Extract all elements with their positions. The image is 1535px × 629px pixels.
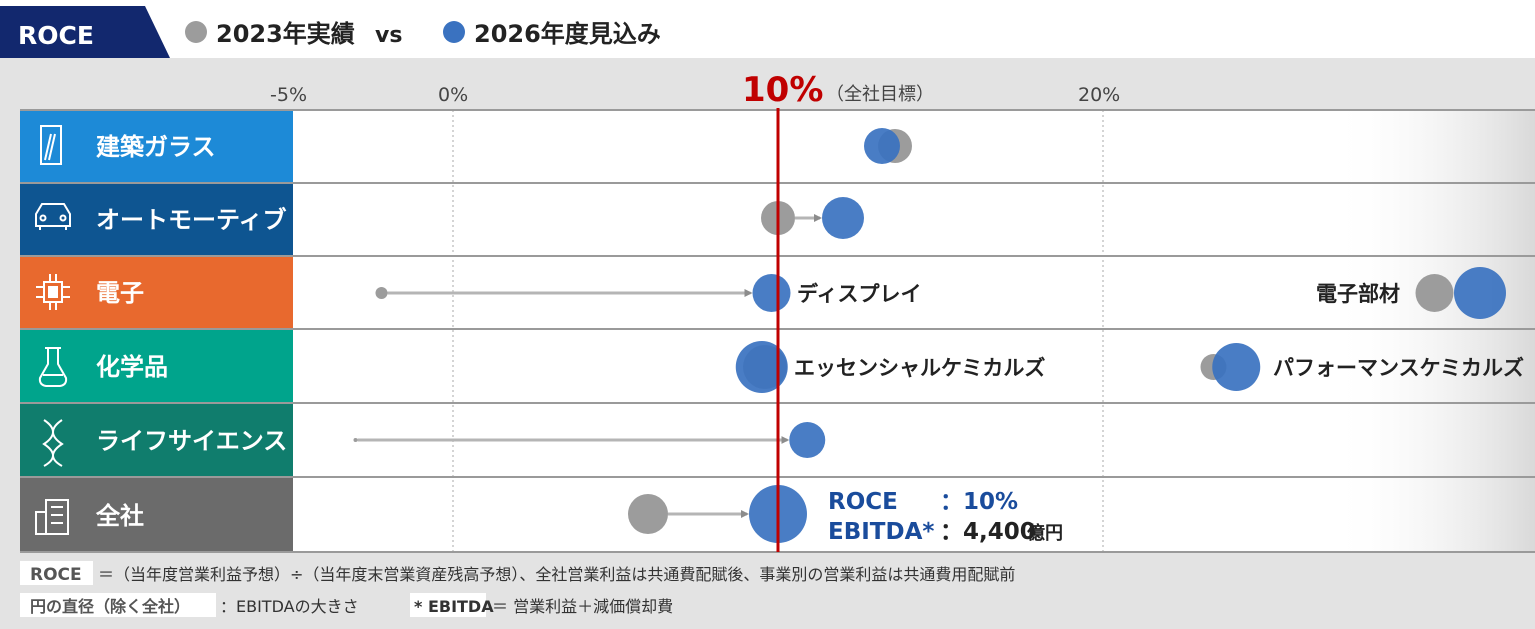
footnote-ebitda-tag: * EBITDA xyxy=(414,597,494,616)
flask-icon xyxy=(38,347,68,387)
point-label-performance-chemicals: パフォーマンスケミカルズ xyxy=(1273,356,1524,380)
point-2026-6 xyxy=(789,422,826,458)
target-caption: （全社目標） xyxy=(826,84,934,105)
footnote-roce-text: ＝（当年度営業利益予想）÷（当年度末営業資産残高予想）、全社営業利益は共通費配賦… xyxy=(98,565,1015,584)
point-2023-6 xyxy=(353,438,358,442)
point-2026-3 xyxy=(1454,267,1506,319)
roce-tag-shape xyxy=(0,6,170,58)
plot-fade xyxy=(1330,110,1535,552)
target-value-label: 10% xyxy=(742,70,823,110)
segment-name-company: 全社 xyxy=(95,502,144,530)
point-label-essential-chemicals: エッセンシャルケミカルズ xyxy=(794,356,1045,380)
segment-box-life-science xyxy=(20,404,293,476)
legend-2026-marker xyxy=(443,21,465,43)
legend-2023-label: 2023年実績 xyxy=(216,20,355,48)
tick-label-0: 0% xyxy=(438,84,468,106)
segment-name-automotive: オートモーティブ xyxy=(96,206,287,234)
point-2023-2 xyxy=(375,287,388,299)
point-2026-1 xyxy=(822,197,864,239)
footnote-ebitda-text: ＝ 営業利益＋減価償却費 xyxy=(492,597,673,616)
car-icon xyxy=(35,203,71,230)
tick-label-minus5: -5% xyxy=(270,84,307,106)
legend-2023-marker xyxy=(185,21,207,43)
point-2026-4 xyxy=(735,341,788,393)
segment-box-architectural-glass xyxy=(20,111,293,182)
segment-box-chemicals xyxy=(20,330,293,402)
footnote-circle-tag-box xyxy=(20,593,216,617)
summary-roce-value: ：10% xyxy=(940,489,1018,515)
footnote-ebitda-tag-box xyxy=(410,593,486,617)
segment-box-company xyxy=(20,478,293,551)
summary-ebitda-unit: 億円 xyxy=(1027,522,1063,544)
point-2026-0 xyxy=(864,128,900,164)
summary-ebitda-value: ：4,400 xyxy=(940,519,1036,545)
segment-name-life-science: ライフサイエンス xyxy=(96,427,287,455)
segment-box-electronics xyxy=(20,257,293,328)
chip-icon xyxy=(36,274,70,310)
glass-door-icon xyxy=(40,125,62,165)
point-2023-7 xyxy=(628,494,668,534)
footnote-roce-tag: ROCE xyxy=(30,565,82,585)
legend-2026-label: 2026年度見込み xyxy=(474,20,661,48)
building-icon xyxy=(35,499,69,535)
legend-vs: vs xyxy=(375,23,402,48)
footnote-roce-tag-box xyxy=(20,561,93,585)
point-label-display: ディスプレイ xyxy=(797,282,922,306)
roce-tag-text: ROCE xyxy=(18,21,94,50)
summary-ebitda-label: EBITDA* xyxy=(828,519,934,545)
point-2026-2 xyxy=(752,274,791,312)
segment-name-architectural-glass: 建築ガラス xyxy=(96,133,216,161)
segment-name-electronics: 電子 xyxy=(96,279,144,307)
tick-label-20: 20% xyxy=(1078,84,1120,106)
point-2026-5 xyxy=(1212,343,1261,391)
segment-name-chemicals: 化学品 xyxy=(96,353,168,381)
dna-icon xyxy=(42,419,64,467)
footnote-circle-tag: 円の直径（除く全社） xyxy=(30,597,190,616)
point-label-electronic-materials: 電子部材 xyxy=(1316,282,1400,306)
point-2023-3 xyxy=(1415,274,1454,312)
summary-roce-label: ROCE xyxy=(828,489,898,515)
footnote-circle-text: ：EBITDAの大きさ xyxy=(220,597,359,616)
